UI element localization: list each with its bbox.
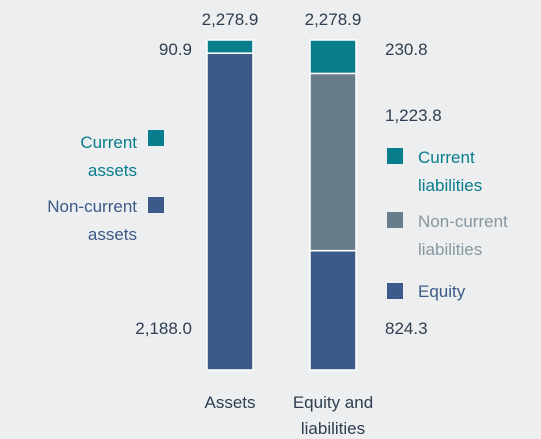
bar-segment [206,39,254,54]
x-tick-label: Equity and liabilities [292,393,374,438]
x-tick-label: Assets [204,393,256,412]
value-label: 824.3 [385,319,428,338]
legend-swatch [148,130,164,146]
bar-segment [206,52,254,371]
total-label: 2,278.9 [304,10,362,29]
legend-label: Non-current liabilities [418,212,508,259]
value-label: 1,223.8 [385,106,442,125]
value-label: 2,188.0 [135,319,192,338]
legend-swatch [387,212,403,228]
legend-label: Current assets [80,133,137,180]
legend-swatch [148,197,164,213]
legend-label: Equity [418,282,466,301]
total-label: 2,278.9 [201,10,259,29]
value-label: 90.9 [158,40,192,59]
legend-swatch [387,148,403,164]
value-label: 230.8 [385,40,428,59]
bar-segment [309,249,357,371]
bar-segment [309,72,357,252]
legend-label: Current liabilities [418,148,483,195]
legend-swatch [387,283,403,299]
bar-segment [309,39,357,75]
legend-label: Non-current assets [47,197,137,244]
